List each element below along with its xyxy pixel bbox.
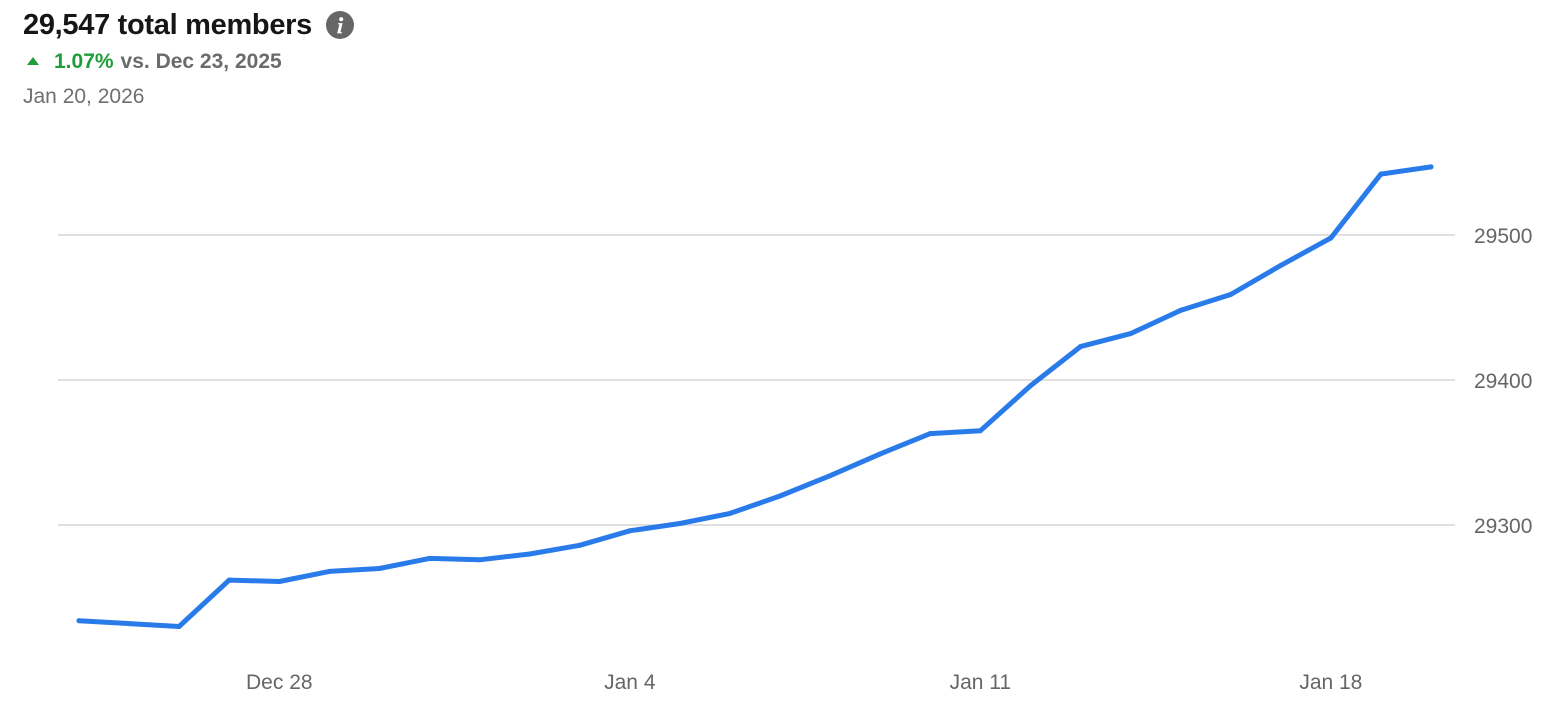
delta-row: 1.07% vs. Dec 23, 2025: [23, 48, 354, 76]
data-point: [527, 551, 533, 557]
data-point: [376, 566, 382, 571]
data-point: [627, 528, 633, 534]
data-point: [1428, 164, 1434, 170]
data-point: [727, 510, 733, 516]
current-date: Jan 20, 2026: [23, 85, 145, 108]
data-point: [276, 579, 282, 585]
data-point: [677, 521, 683, 527]
chart-header: 29,547 total members 1.07% vs. Dec 23, 2…: [23, 6, 354, 111]
data-point: [326, 568, 332, 574]
data-point: [76, 618, 82, 624]
y-tick-label: 29400: [1474, 370, 1532, 393]
data-points: [76, 164, 1434, 629]
data-point: [176, 624, 182, 629]
data-point: [777, 493, 783, 499]
data-point: [1228, 291, 1234, 297]
x-tick-label: Jan 18: [1299, 671, 1362, 694]
data-point: [226, 577, 232, 583]
members-series-line: [76, 164, 1434, 629]
data-point: [1178, 307, 1184, 313]
grid-lines: [58, 234, 1455, 526]
data-point: [1328, 235, 1334, 241]
data-point: [827, 473, 833, 479]
x-tick-label: Jan 4: [604, 671, 656, 694]
delta-compare: vs. Dec 23, 2025: [120, 50, 282, 73]
chart-title: 29,547 total members: [23, 8, 312, 41]
y-tick-label: 29300: [1474, 515, 1532, 538]
data-point: [1378, 171, 1384, 177]
data-point: [126, 621, 132, 627]
y-axis: 29300 29400 29500: [1474, 225, 1532, 538]
data-point: [577, 542, 583, 548]
data-point: [977, 428, 983, 434]
delta-value: 1.07%: [54, 50, 114, 73]
data-point: [1128, 331, 1134, 337]
info-icon[interactable]: [326, 11, 354, 39]
x-axis: Dec 28 Jan 4 Jan 11 Jan 18: [246, 671, 1362, 694]
title-row: 29,547 total members: [23, 6, 354, 44]
x-tick-label: Jan 11: [950, 671, 1012, 694]
data-point: [1027, 383, 1033, 389]
triangle-up-icon: [27, 57, 39, 65]
data-point: [1077, 344, 1083, 350]
x-tick-label: Dec 28: [246, 671, 313, 694]
data-point: [877, 451, 883, 457]
data-point: [427, 555, 433, 561]
y-tick-label: 29500: [1474, 225, 1532, 248]
data-point: [1278, 262, 1284, 268]
data-point: [927, 431, 933, 437]
data-point: [477, 557, 483, 563]
